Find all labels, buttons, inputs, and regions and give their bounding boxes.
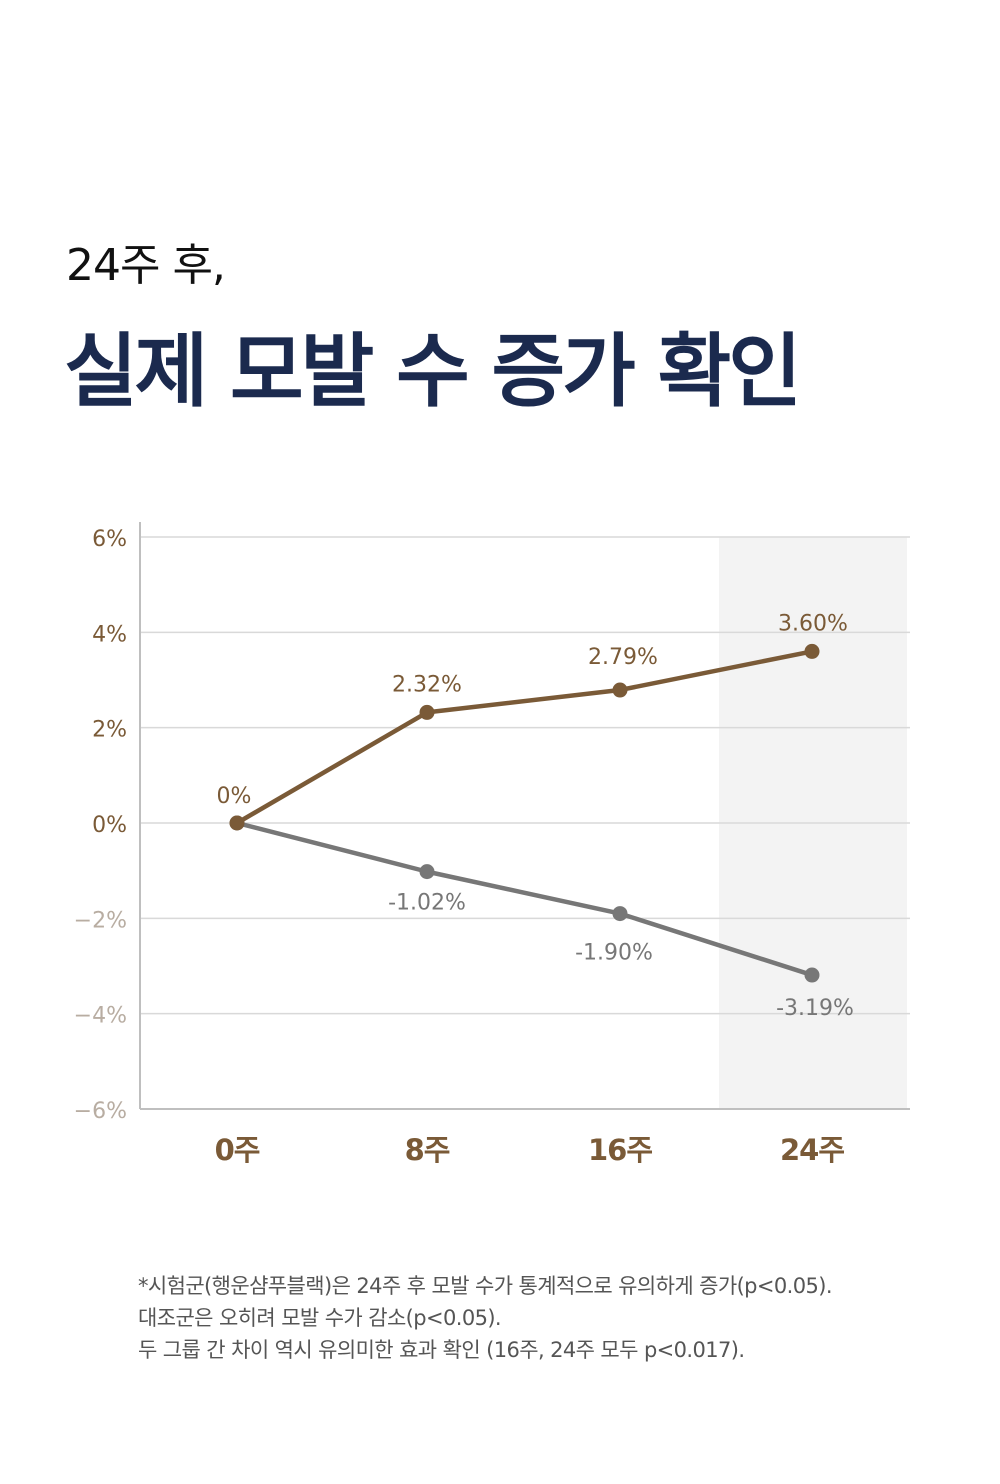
x-tick-label: 8주 xyxy=(405,1133,450,1167)
control-point xyxy=(419,864,435,880)
y-tick-label: 6% xyxy=(92,527,127,552)
footnote-line-3: 두 그룹 간 차이 역시 유의미한 효과 확인 (16주, 24주 모두 p<0… xyxy=(138,1338,745,1362)
footnote: *시험군(행운샴푸블랙)은 24주 후 모발 수가 통계적으로 유의하게 증가(… xyxy=(138,1270,833,1366)
x-tick-label: 16주 xyxy=(588,1133,652,1167)
control-data-label: -3.19% xyxy=(776,996,854,1021)
y-tick-label: −2% xyxy=(74,908,127,933)
hair-count-line-chart: 6% 4% 2% 0% −2% −4% −6% 0주 8주 16주 24주 -1.02% -1.90% -… xyxy=(74,522,910,1167)
y-tick-label: 0% xyxy=(92,813,127,838)
control-series-line xyxy=(236,820,813,978)
page-title: 실제 모발 수 증가 확인 xyxy=(64,325,802,418)
test-point xyxy=(804,643,820,659)
control-point xyxy=(612,906,628,922)
control-data-label: -1.02% xyxy=(388,891,466,916)
test-point xyxy=(612,682,628,698)
y-tick-label: −4% xyxy=(74,1004,127,1029)
test-data-label: 2.32% xyxy=(392,672,462,697)
test-data-label: 3.60% xyxy=(778,611,848,636)
x-tick-label: 0주 xyxy=(215,1133,260,1167)
test-data-label: 0% xyxy=(217,784,252,809)
test-series-line xyxy=(235,649,813,825)
y-tick-label: 4% xyxy=(92,622,127,647)
footnote-line-2: 대조군은 오히려 모발 수가 감소(p<0.05). xyxy=(138,1306,502,1330)
y-tick-label: −6% xyxy=(74,1099,127,1124)
y-tick-label: 2% xyxy=(92,718,127,743)
footnote-line-1: *시험군(행운샴푸블랙)은 24주 후 모발 수가 통계적으로 유의하게 증가(… xyxy=(138,1274,833,1298)
control-point xyxy=(804,967,820,983)
page-subtitle: 24주 후, xyxy=(66,240,226,291)
test-point xyxy=(229,815,245,831)
control-data-label: -1.90% xyxy=(575,941,653,966)
x-tick-label: 24주 xyxy=(780,1133,844,1167)
test-point xyxy=(419,704,435,720)
test-data-label: 2.79% xyxy=(588,645,658,670)
